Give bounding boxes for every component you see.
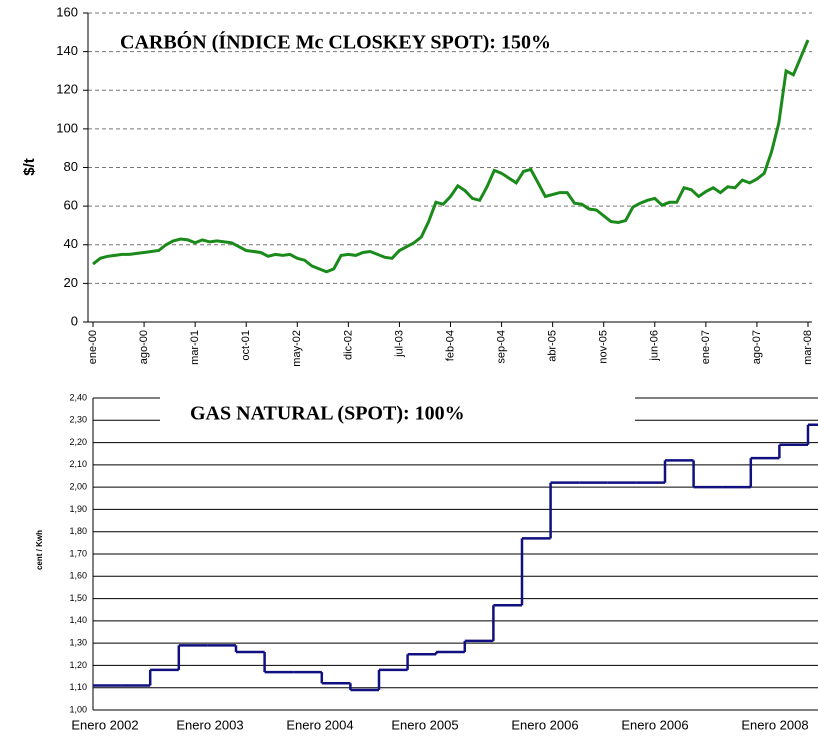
- y-tick-label: 120: [56, 82, 78, 97]
- chart-title: CARBÓN (ÍNDICE Mc CLOSKEY SPOT): 150%: [120, 30, 551, 54]
- x-tick-label: Enero 2006: [511, 717, 578, 732]
- y-tick-label: 140: [56, 43, 78, 58]
- x-tick-label: mar-01: [189, 330, 201, 365]
- y-tick-label: 60: [64, 198, 78, 213]
- x-tick-label: ago-07: [751, 330, 763, 364]
- y-tick-label: 20: [64, 275, 78, 290]
- x-tick-label: Enero 2008: [741, 717, 808, 732]
- y-tick-label: 2,00: [69, 482, 87, 492]
- y-tick-label: 80: [64, 159, 78, 174]
- x-tick-label: sep-04: [495, 330, 507, 364]
- x-tick-label: oct-01: [240, 330, 252, 361]
- x-tick-label: nov-05: [598, 330, 610, 364]
- y-tick-label: 1,50: [69, 593, 87, 603]
- y-tick-label: 1,00: [69, 704, 87, 714]
- x-tick-label: abr-05: [547, 330, 559, 362]
- y-tick-label: 2,30: [69, 415, 87, 425]
- x-tick-label: jul-03: [393, 330, 405, 358]
- y-tick-label: 1,80: [69, 526, 87, 536]
- y-tick-label: 1,70: [69, 548, 87, 558]
- x-tick-label: Enero 2003: [176, 717, 243, 732]
- x-tick-label: Enero 2005: [391, 717, 458, 732]
- chart-title: GAS NATURAL (SPOT): 100%: [190, 403, 465, 425]
- line-series: [92, 39, 810, 274]
- x-tick-label: ago-00: [138, 330, 150, 364]
- x-tick-label: mar-08: [802, 330, 814, 365]
- y-tick-label: 160: [56, 4, 78, 19]
- y-tick-label: 1,60: [69, 571, 87, 581]
- y-tick-label: 100: [56, 120, 78, 135]
- y-tick-label: 2,20: [69, 437, 87, 447]
- x-tick-label: Enero 2006: [621, 717, 688, 732]
- x-tick-label: Enero 2004: [286, 717, 353, 732]
- y-tick-label: 1,10: [69, 682, 87, 692]
- x-tick-label: may-02: [291, 330, 303, 367]
- y-tick-label: 0: [71, 313, 78, 328]
- y-tick-label: 2,40: [69, 392, 87, 402]
- x-tick-label: ene-07: [700, 330, 712, 364]
- x-tick-label: ene-00: [87, 330, 99, 364]
- x-tick-label: jun-06: [649, 330, 661, 362]
- y-tick-label: 40: [64, 236, 78, 251]
- y-axis-label: cent / Kwh: [35, 530, 44, 570]
- y-tick-label: 1,30: [69, 638, 87, 648]
- x-tick-label: Enero 2002: [71, 717, 138, 732]
- x-tick-label: feb-04: [444, 330, 456, 361]
- y-tick-label: 1,40: [69, 615, 87, 625]
- y-axis-label: $/t: [21, 158, 38, 176]
- title-box: [160, 392, 635, 434]
- gridlines: [93, 397, 818, 711]
- y-tick-label: 1,20: [69, 660, 87, 670]
- x-tick-label: dic-02: [342, 330, 354, 360]
- y-tick-label: 1,90: [69, 504, 87, 514]
- y-tick-label: 2,10: [69, 459, 87, 469]
